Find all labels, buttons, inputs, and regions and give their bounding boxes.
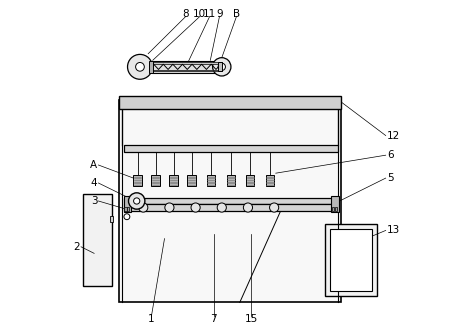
Bar: [133, 175, 141, 186]
Bar: [123, 198, 338, 204]
Bar: [330, 229, 372, 291]
Bar: [207, 175, 215, 186]
Circle shape: [139, 203, 148, 212]
Bar: [332, 207, 334, 211]
Bar: [119, 96, 341, 109]
Circle shape: [133, 198, 140, 204]
Bar: [124, 207, 127, 211]
Circle shape: [165, 203, 174, 212]
Circle shape: [136, 62, 144, 71]
Text: 6: 6: [387, 150, 394, 160]
Bar: [218, 62, 222, 71]
Bar: [187, 175, 196, 186]
Circle shape: [212, 58, 231, 76]
Circle shape: [244, 203, 253, 212]
Circle shape: [124, 214, 130, 220]
Text: A: A: [90, 160, 97, 170]
Bar: [110, 216, 113, 222]
Text: 5: 5: [387, 173, 394, 183]
Bar: [332, 196, 339, 213]
Bar: [123, 196, 131, 213]
Circle shape: [129, 193, 145, 209]
Bar: [335, 207, 337, 211]
Bar: [152, 70, 222, 71]
Bar: [149, 61, 153, 73]
Circle shape: [217, 203, 227, 212]
Circle shape: [128, 54, 152, 79]
Bar: [246, 175, 254, 186]
Bar: [152, 62, 222, 64]
Text: 7: 7: [210, 314, 217, 324]
Text: 4: 4: [91, 178, 97, 188]
Bar: [266, 175, 274, 186]
Bar: [151, 175, 159, 186]
Bar: [152, 61, 222, 73]
Bar: [127, 207, 130, 211]
Bar: [123, 204, 338, 211]
Circle shape: [270, 203, 279, 212]
Text: 3: 3: [91, 196, 97, 206]
Text: 11: 11: [203, 10, 216, 19]
Text: 13: 13: [387, 225, 400, 235]
Text: 9: 9: [216, 10, 223, 19]
Text: 8: 8: [183, 10, 189, 19]
Text: 12: 12: [387, 131, 400, 141]
Text: 2: 2: [73, 242, 80, 252]
Circle shape: [191, 203, 200, 212]
Bar: [123, 146, 338, 152]
Text: 15: 15: [245, 314, 258, 324]
Bar: [325, 224, 377, 296]
Circle shape: [218, 63, 226, 71]
Text: 1: 1: [148, 314, 155, 324]
Bar: [83, 194, 112, 286]
Bar: [169, 175, 177, 186]
Bar: [119, 100, 341, 302]
Text: B: B: [233, 10, 240, 19]
Bar: [227, 175, 235, 186]
Text: 10: 10: [193, 10, 206, 19]
